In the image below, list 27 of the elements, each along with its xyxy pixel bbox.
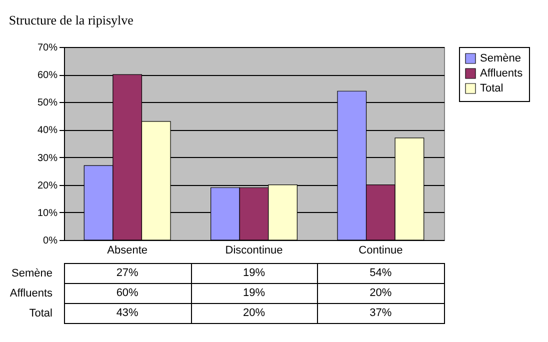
chart-title: Structure de la ripisylve bbox=[8, 12, 134, 28]
y-tick-label: 10% bbox=[37, 208, 58, 219]
legend-label: Semène bbox=[480, 52, 521, 64]
data-label: 19% bbox=[242, 287, 266, 299]
x-tick-label: Continue bbox=[358, 244, 403, 256]
x-tick-label: Discontinue bbox=[225, 244, 283, 256]
data-label: 20% bbox=[242, 307, 266, 319]
y-tick-label: 50% bbox=[37, 98, 58, 109]
y-tick-label: 70% bbox=[37, 42, 58, 54]
data-label: 20% bbox=[370, 287, 392, 299]
data-label: 43% bbox=[116, 307, 139, 319]
y-tick-label: 40% bbox=[37, 125, 58, 136]
legend-label: Affluents bbox=[480, 68, 524, 80]
y-tick-label: 30% bbox=[37, 152, 58, 164]
y-tick-label: 0% bbox=[43, 236, 58, 246]
text: Affluents bbox=[10, 288, 52, 300]
legend-label: Total bbox=[480, 82, 504, 94]
data-label: 54% bbox=[370, 267, 392, 279]
data-label: 27% bbox=[116, 267, 139, 279]
x-tick-label: Absente bbox=[107, 244, 148, 256]
data-label: 37% bbox=[370, 307, 392, 319]
data-label: 19% bbox=[242, 267, 266, 279]
text: Semène bbox=[12, 268, 52, 280]
y-tick-label: 20% bbox=[37, 180, 58, 192]
text: Total bbox=[29, 308, 52, 320]
data-label: 60% bbox=[116, 287, 139, 299]
y-tick-label: 60% bbox=[37, 70, 58, 82]
